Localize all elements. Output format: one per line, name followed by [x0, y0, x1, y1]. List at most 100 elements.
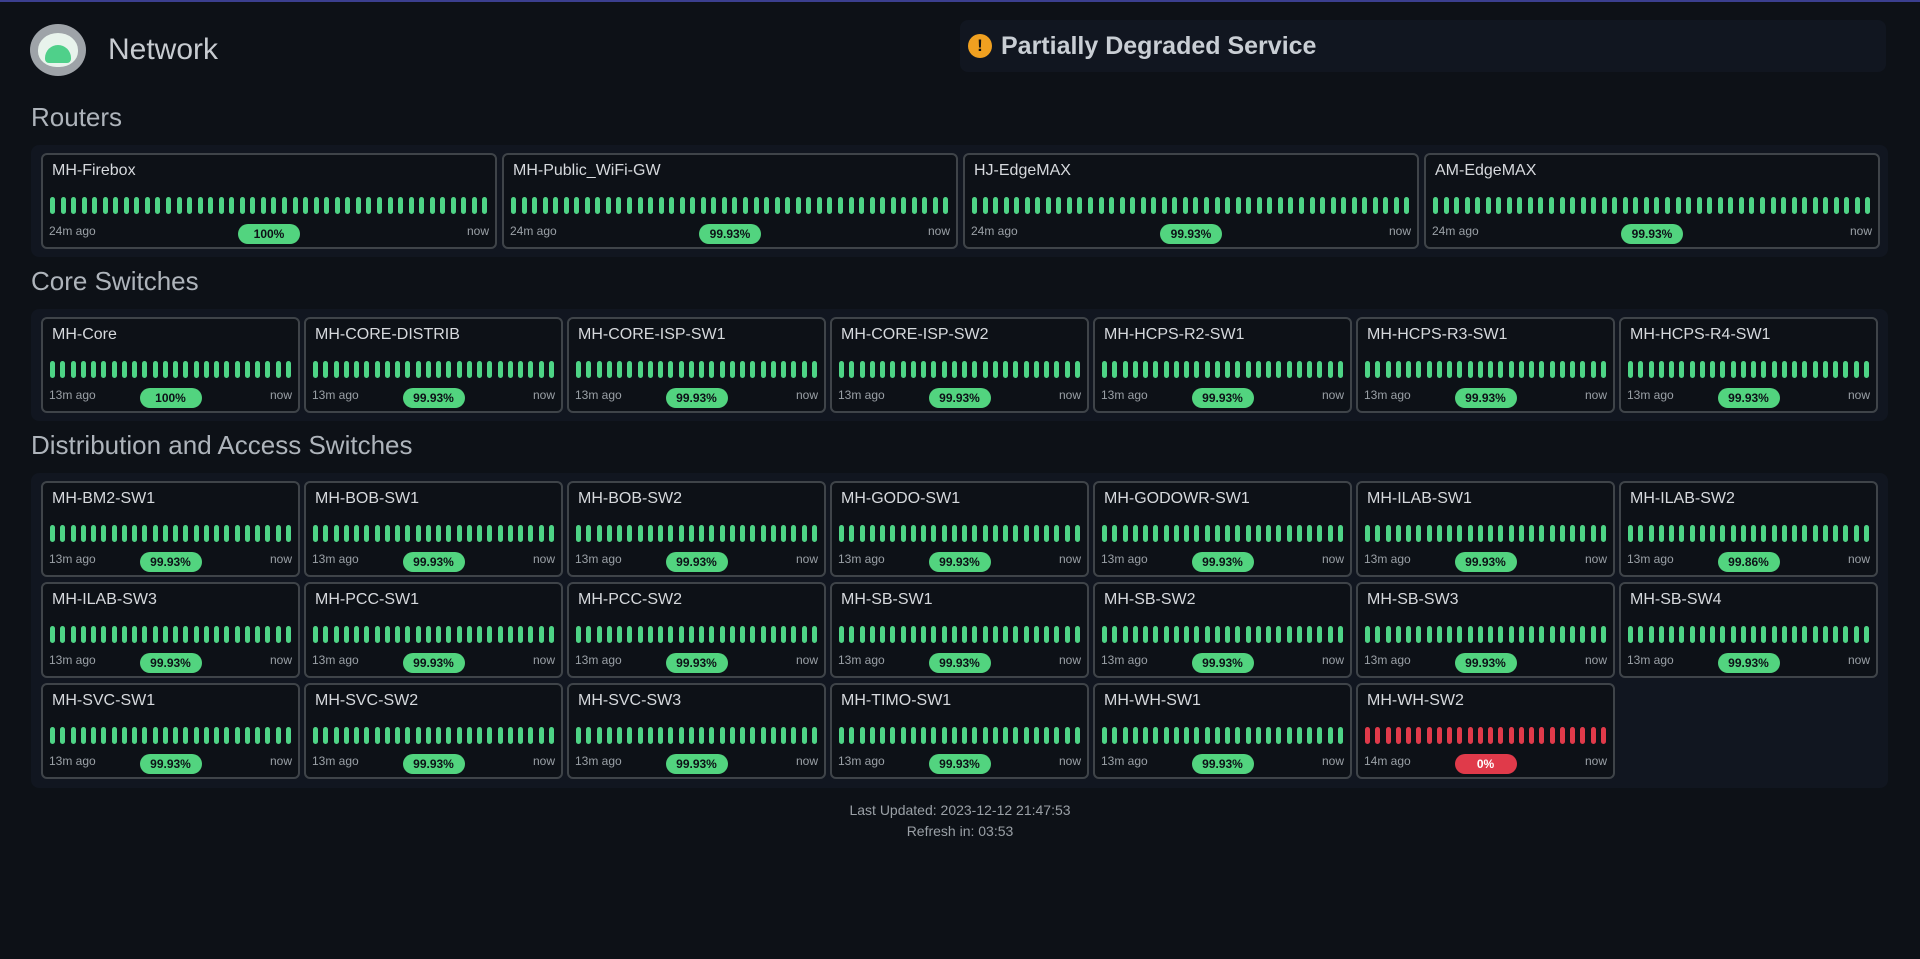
- heartbeat-beat[interactable]: [688, 727, 694, 744]
- heartbeat-beat[interactable]: [1245, 361, 1251, 378]
- heartbeat-beat[interactable]: [1477, 525, 1483, 542]
- heartbeat-beat[interactable]: [132, 626, 137, 643]
- heartbeat-beat[interactable]: [1416, 727, 1422, 744]
- heartbeat-beat[interactable]: [271, 197, 277, 214]
- heartbeat-beat[interactable]: [265, 626, 271, 643]
- heartbeat-beat[interactable]: [1153, 727, 1159, 744]
- heartbeat-beat[interactable]: [637, 197, 643, 214]
- heartbeat-beat[interactable]: [617, 626, 622, 643]
- heartbeat-beat[interactable]: [1675, 197, 1681, 214]
- heartbeat-beat[interactable]: [50, 197, 55, 214]
- heartbeat-beat[interactable]: [962, 727, 967, 744]
- heartbeat-beat[interactable]: [1276, 727, 1282, 744]
- heartbeat-beat[interactable]: [1488, 626, 1493, 643]
- heartbeat-beat[interactable]: [387, 197, 393, 214]
- heartbeat-beat[interactable]: [1132, 361, 1138, 378]
- heartbeat-beat[interactable]: [1296, 525, 1302, 542]
- heartbeat-beat[interactable]: [859, 361, 865, 378]
- heartbeat-beat[interactable]: [1112, 361, 1118, 378]
- heartbeat-beat[interactable]: [50, 525, 55, 542]
- heartbeat-beat[interactable]: [548, 626, 554, 643]
- heartbeat-beat[interactable]: [869, 197, 875, 214]
- heartbeat-beat[interactable]: [1003, 727, 1008, 744]
- heartbeat-beat[interactable]: [1699, 361, 1705, 378]
- heartbeat-beat[interactable]: [1580, 626, 1586, 643]
- heartbeat-beat[interactable]: [1426, 626, 1432, 643]
- heartbeat-beat[interactable]: [354, 361, 359, 378]
- heartbeat-beat[interactable]: [637, 727, 643, 744]
- heartbeat-beat[interactable]: [1385, 361, 1391, 378]
- heartbeat-beat[interactable]: [354, 626, 359, 643]
- heartbeat-beat[interactable]: [750, 361, 756, 378]
- heartbeat-beat[interactable]: [282, 197, 288, 214]
- heartbeat-beat[interactable]: [471, 197, 477, 214]
- heartbeat-beat[interactable]: [801, 361, 807, 378]
- heartbeat-beat[interactable]: [80, 727, 86, 744]
- heartbeat-beat[interactable]: [1122, 727, 1128, 744]
- monitor-card[interactable]: MH-TIMO-SW1 13m ago 99.93% now: [830, 683, 1089, 779]
- heartbeat-beat[interactable]: [173, 361, 178, 378]
- heartbeat-beat[interactable]: [816, 197, 822, 214]
- heartbeat-beat[interactable]: [1488, 361, 1493, 378]
- heartbeat-beat[interactable]: [1153, 361, 1159, 378]
- heartbeat-beat[interactable]: [132, 525, 137, 542]
- heartbeat-beat[interactable]: [668, 361, 674, 378]
- heartbeat-beat[interactable]: [1112, 626, 1118, 643]
- heartbeat-beat[interactable]: [425, 727, 431, 744]
- heartbeat-beat[interactable]: [586, 361, 592, 378]
- heartbeat-beat[interactable]: [162, 727, 168, 744]
- heartbeat-beat[interactable]: [1590, 361, 1596, 378]
- heartbeat-beat[interactable]: [791, 727, 797, 744]
- heartbeat-beat[interactable]: [343, 525, 349, 542]
- heartbeat-beat[interactable]: [1184, 361, 1189, 378]
- heartbeat-beat[interactable]: [1320, 197, 1326, 214]
- heartbeat-beat[interactable]: [859, 197, 865, 214]
- heartbeat-beat[interactable]: [121, 525, 127, 542]
- heartbeat-beat[interactable]: [70, 361, 76, 378]
- heartbeat-beat[interactable]: [576, 626, 581, 643]
- heartbeat-beat[interactable]: [647, 525, 653, 542]
- heartbeat-beat[interactable]: [648, 197, 654, 214]
- heartbeat-beat[interactable]: [1686, 197, 1692, 214]
- heartbeat-beat[interactable]: [729, 525, 735, 542]
- heartbeat-beat[interactable]: [1580, 197, 1586, 214]
- heartbeat-beat[interactable]: [313, 525, 318, 542]
- heartbeat-beat[interactable]: [518, 626, 523, 643]
- heartbeat-beat[interactable]: [1477, 361, 1483, 378]
- heartbeat-beat[interactable]: [1580, 361, 1586, 378]
- heartbeat-beat[interactable]: [1194, 525, 1200, 542]
- heartbeat-beat[interactable]: [1054, 626, 1060, 643]
- heartbeat-beat[interactable]: [584, 197, 590, 214]
- heartbeat-beat[interactable]: [91, 626, 96, 643]
- heartbeat-beat[interactable]: [627, 361, 633, 378]
- heartbeat-beat[interactable]: [1792, 525, 1797, 542]
- heartbeat-beat[interactable]: [1385, 626, 1391, 643]
- heartbeat-beat[interactable]: [1225, 197, 1231, 214]
- heartbeat-beat[interactable]: [132, 727, 137, 744]
- heartbeat-beat[interactable]: [576, 361, 581, 378]
- heartbeat-beat[interactable]: [1385, 525, 1391, 542]
- heartbeat-beat[interactable]: [313, 197, 319, 214]
- heartbeat-beat[interactable]: [374, 626, 380, 643]
- monitor-name[interactable]: MH-SVC-SW1: [52, 692, 156, 709]
- heartbeat-beat[interactable]: [1812, 197, 1818, 214]
- heartbeat-beat[interactable]: [1802, 361, 1808, 378]
- heartbeat-beat[interactable]: [1761, 361, 1767, 378]
- heartbeat-beat[interactable]: [811, 525, 817, 542]
- heartbeat-beat[interactable]: [678, 626, 684, 643]
- heartbeat-beat[interactable]: [364, 525, 370, 542]
- heartbeat-beat[interactable]: [152, 525, 158, 542]
- heartbeat-beat[interactable]: [395, 626, 400, 643]
- heartbeat-beat[interactable]: [1351, 197, 1357, 214]
- heartbeat-beat[interactable]: [617, 361, 622, 378]
- heartbeat-beat[interactable]: [1194, 361, 1200, 378]
- heartbeat-beat[interactable]: [456, 727, 462, 744]
- heartbeat-beat[interactable]: [1044, 626, 1049, 643]
- heartbeat-beat[interactable]: [507, 626, 513, 643]
- heartbeat-beat[interactable]: [1699, 626, 1705, 643]
- heartbeat-beat[interactable]: [1549, 197, 1555, 214]
- heartbeat-beat[interactable]: [637, 361, 643, 378]
- heartbeat-beat[interactable]: [1194, 626, 1200, 643]
- heartbeat-beat[interactable]: [466, 361, 472, 378]
- heartbeat-beat[interactable]: [466, 727, 472, 744]
